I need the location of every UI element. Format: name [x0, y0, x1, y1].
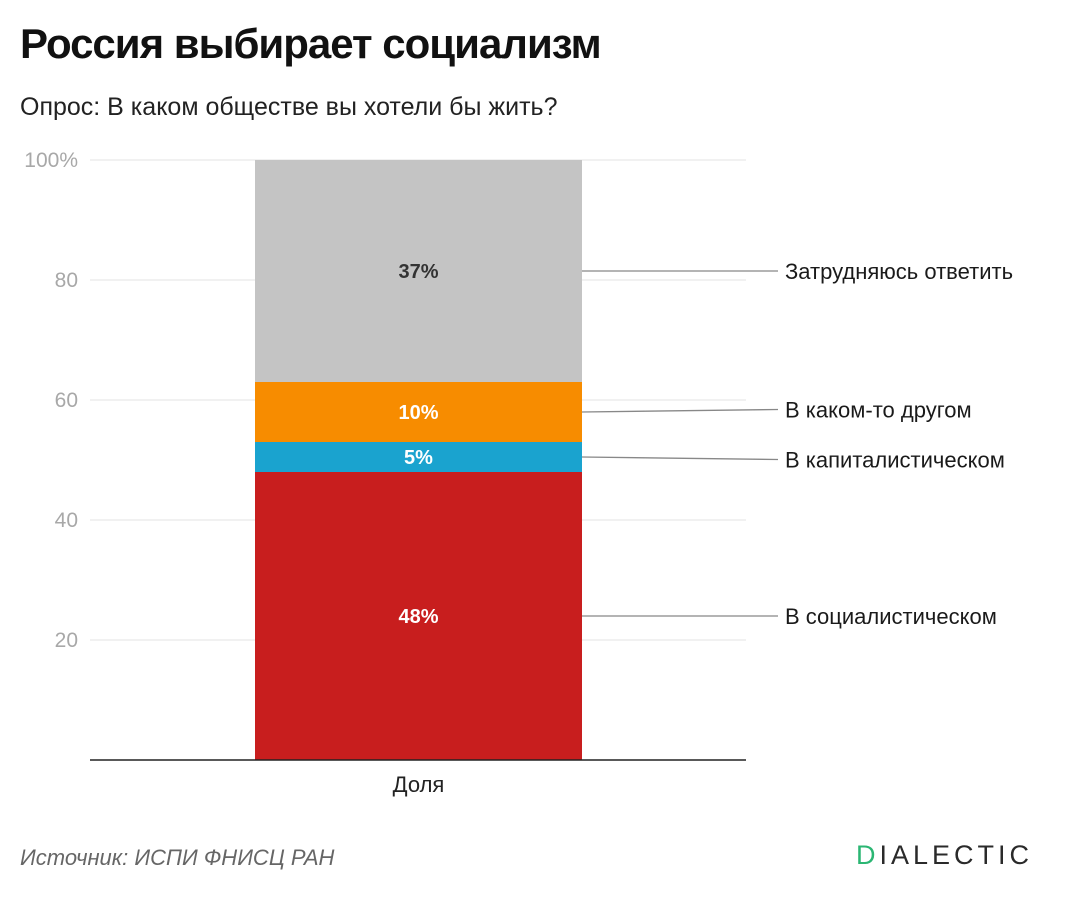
x-category-label-0: Доля	[393, 772, 445, 797]
legend-leader-lines	[581, 270, 779, 617]
y-axis-ticks: 20 40 60 80 100%	[24, 149, 78, 652]
y-tick-label-60: 60	[55, 389, 78, 412]
legend-labels: В социалистическом В капиталистическом В к…	[785, 259, 1013, 629]
data-labels: 48% 5% 10% 37%	[398, 261, 438, 628]
logo-accent-letter: D	[856, 840, 880, 870]
source-note: Источник: ИСПИ ФНИСЦ РАН	[20, 845, 335, 870]
legend-label-3: Затрудняюсь ответить	[785, 259, 1013, 284]
chart-title: Россия выбирает социализм	[20, 20, 602, 67]
x-axis-categories: Доля	[393, 772, 445, 797]
bar-segments	[255, 160, 582, 760]
leader-line-1	[581, 456, 779, 461]
legend-label-1: В капиталистическом	[785, 448, 1005, 473]
bar-segment-3	[255, 160, 582, 382]
legend-label-2: В каком-то другом	[785, 398, 972, 423]
y-tick-label-20: 20	[55, 629, 78, 652]
legend-label-0: В социалистическом	[785, 604, 997, 629]
y-tick-label-80: 80	[55, 269, 78, 292]
bar-segment-1	[255, 442, 582, 472]
dialectic-logo: DIALECTIC	[856, 840, 1033, 871]
data-label-0: 48%	[398, 606, 438, 628]
bar-segment-2	[255, 382, 582, 442]
y-tick-label-100: 100%	[24, 149, 78, 172]
data-label-1: 5%	[404, 447, 433, 469]
data-label-3: 37%	[398, 261, 438, 283]
logo-text: IALECTIC	[879, 840, 1034, 870]
y-tick-label-40: 40	[55, 509, 78, 532]
data-label-2: 10%	[398, 402, 438, 424]
leader-line-2	[581, 408, 779, 413]
bar-segment-0	[255, 472, 582, 760]
chart-subtitle: Опрос: В каком обществе вы хотели бы жит…	[20, 93, 558, 121]
